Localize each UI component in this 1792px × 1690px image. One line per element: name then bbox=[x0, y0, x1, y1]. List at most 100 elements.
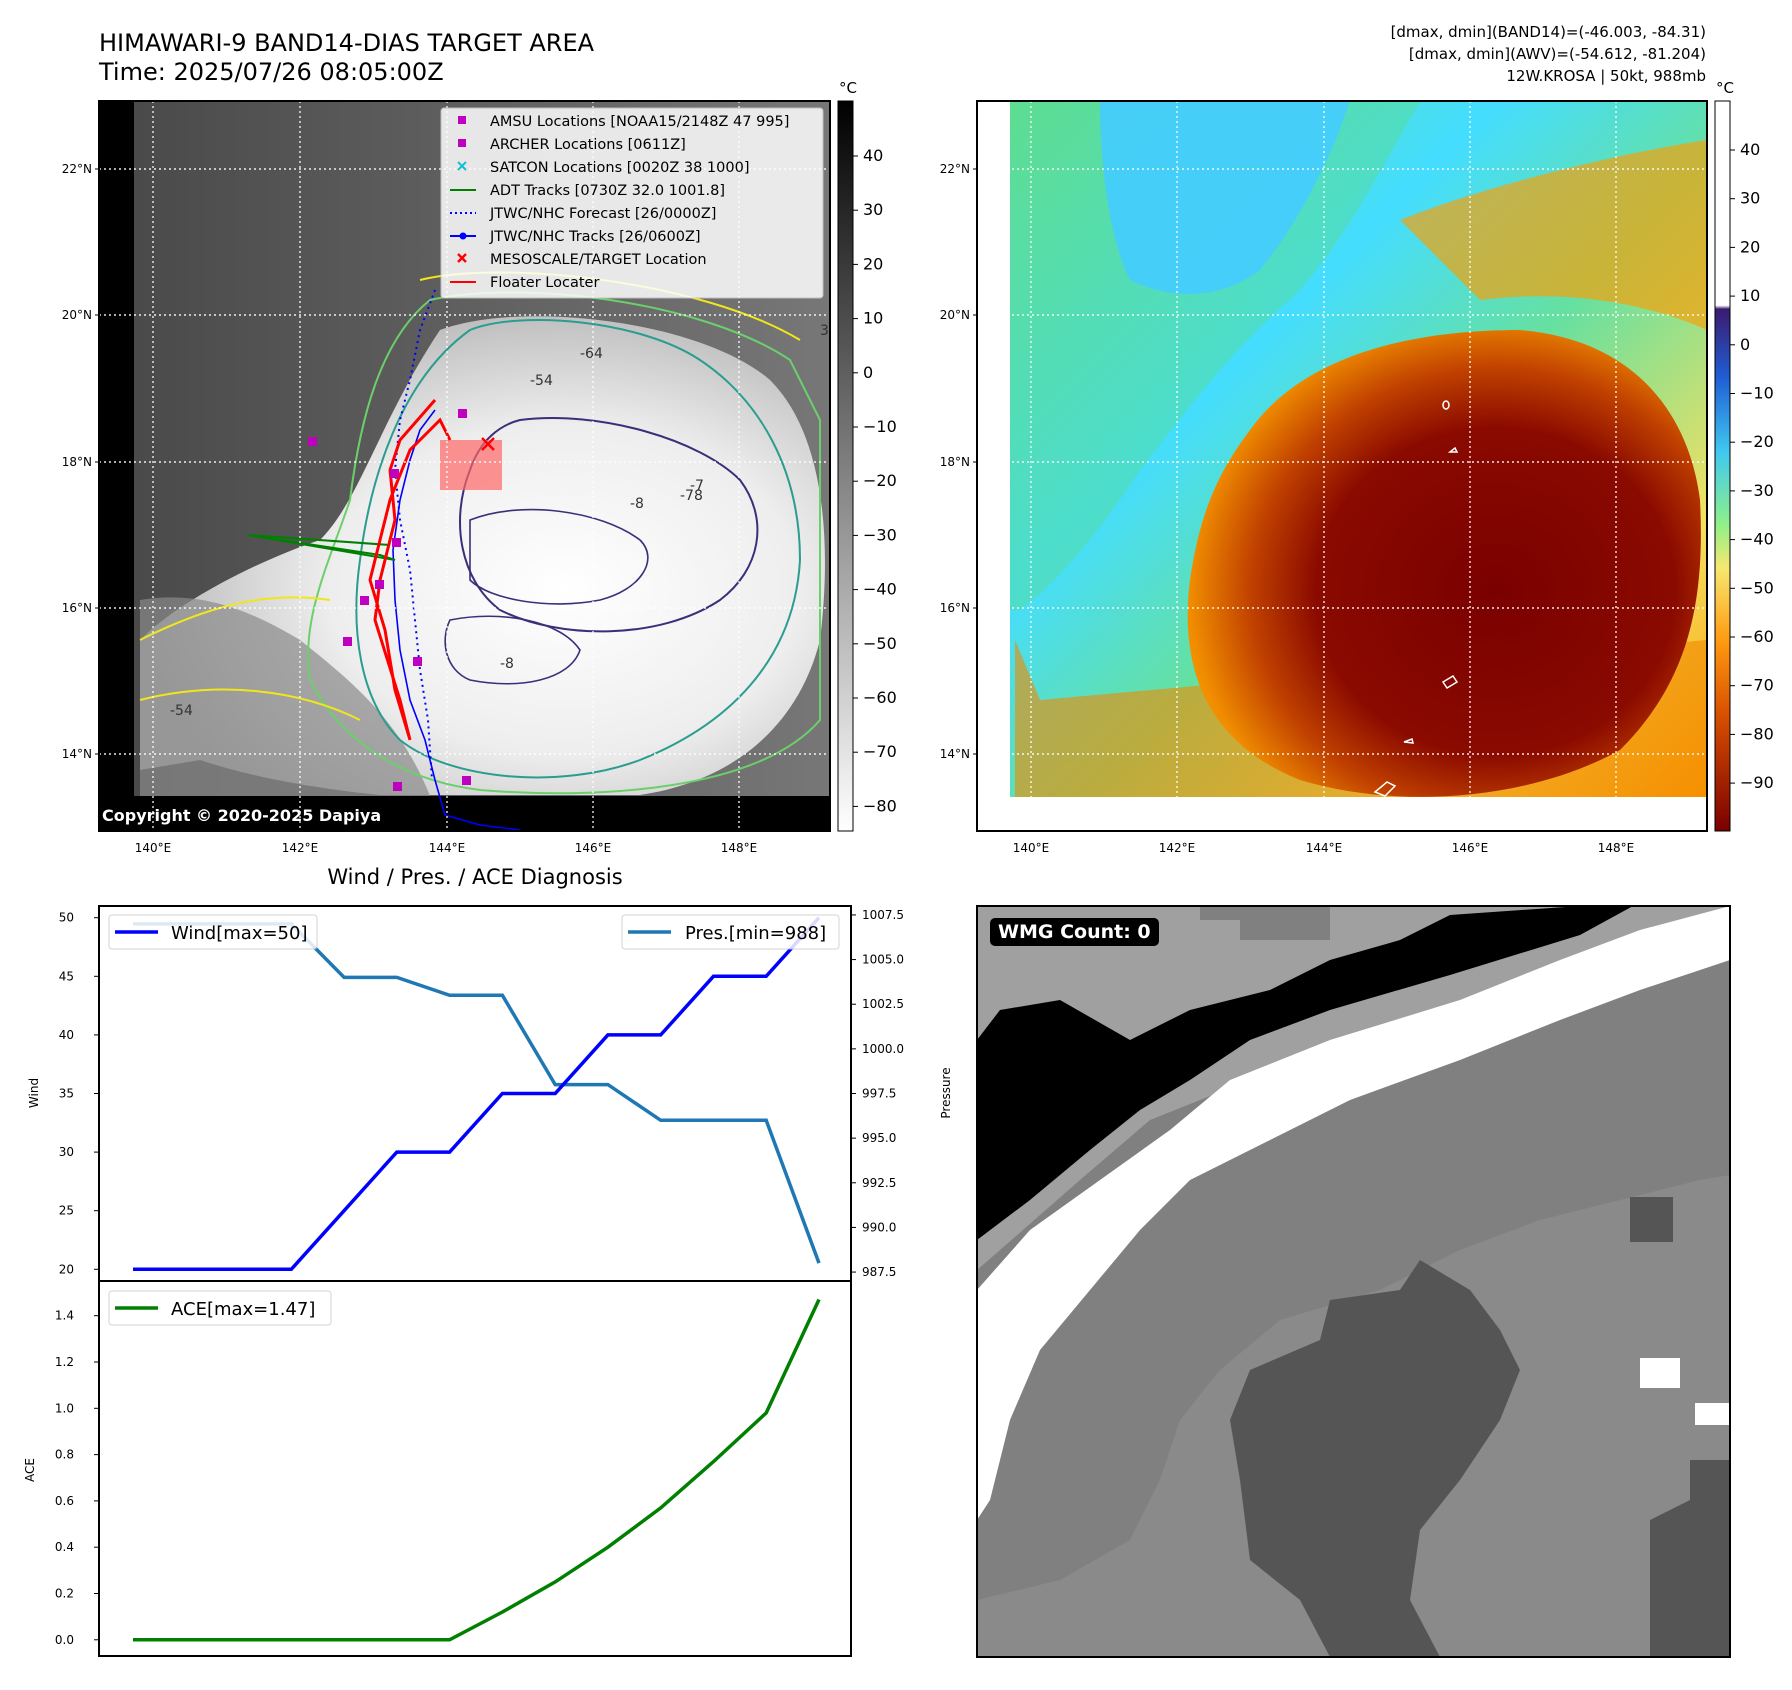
copyright-text: Copyright © 2020-2025 Dapiya bbox=[102, 806, 382, 825]
colorbar-tick-label: −30 bbox=[863, 525, 897, 544]
lat-label: 16°N bbox=[62, 601, 92, 615]
axis-tick-label: 35 bbox=[59, 1087, 74, 1101]
lat-label: 20°N bbox=[940, 308, 970, 322]
colorbar-tick-label: −70 bbox=[863, 742, 897, 761]
wind-ylabel: Wind bbox=[27, 1078, 41, 1108]
lon-label: 144°E bbox=[1306, 841, 1343, 855]
contour-label: -64 bbox=[580, 346, 603, 362]
colorbar-tick-label: −20 bbox=[1740, 432, 1774, 451]
contour-label: -54 bbox=[170, 703, 193, 719]
colorbar-tick-label: −10 bbox=[1740, 384, 1774, 403]
lat-label: 22°N bbox=[62, 162, 92, 176]
ir-lon-labels: 140°E 142°E 144°E 146°E 148°E bbox=[135, 841, 758, 855]
colorbar-tick-label: −80 bbox=[1740, 724, 1774, 743]
colorbar-tick-label: 20 bbox=[863, 254, 883, 273]
legend-marker bbox=[457, 161, 467, 171]
colorbar-unit: °C bbox=[839, 79, 857, 97]
axis-tick-label: 990.0 bbox=[862, 1220, 896, 1234]
colorbar-tick-label: 40 bbox=[1740, 140, 1760, 159]
legend-floater: Floater Locater bbox=[490, 275, 599, 291]
lat-label: 16°N bbox=[940, 601, 970, 615]
lat-label: 18°N bbox=[62, 455, 92, 469]
axis-tick-label: 1.4 bbox=[55, 1309, 74, 1323]
ir-legend: AMSU Locations [NOAA15/2148Z 47 995] ARC… bbox=[440, 107, 824, 299]
lon-label: 142°E bbox=[1159, 841, 1196, 855]
axis-tick-label: 1007.5 bbox=[862, 908, 904, 922]
axis-tick-label: 1000.0 bbox=[862, 1042, 904, 1056]
axis-tick-label: 995.0 bbox=[862, 1131, 896, 1145]
colorbar-tick-label: −40 bbox=[1740, 530, 1774, 549]
lat-label: 14°N bbox=[940, 747, 970, 761]
axis-tick-label: 0.2 bbox=[55, 1587, 74, 1601]
wind-pressure-axes: 50 45 40 35 30 25 20 1007.5 1005.0 1002.5 1000.0 9… bbox=[27, 905, 953, 1282]
axis-tick-label: 992.5 bbox=[862, 1176, 896, 1190]
wmg-panel bbox=[976, 905, 1731, 1658]
ace-axes: 1.4 1.2 1.0 0.8 0.6 0.4 0.2 0.0 ACE ACE[max=1.4… bbox=[23, 1280, 852, 1657]
axis-tick-label: 20 bbox=[59, 1262, 74, 1276]
colorbar-tick-label: −40 bbox=[863, 580, 897, 599]
colorbar-tick-label: −50 bbox=[863, 634, 897, 653]
axis-tick-label: 0.8 bbox=[55, 1448, 74, 1462]
legend-jtwc-forecast: JTWC/NHC Forecast [26/0000Z] bbox=[489, 206, 716, 222]
axis-tick-label: 25 bbox=[59, 1204, 74, 1218]
legend-marker bbox=[458, 139, 466, 147]
colorbar-tick-label: −70 bbox=[1740, 676, 1774, 695]
legend-amsu: AMSU Locations [NOAA15/2148Z 47 995] bbox=[490, 114, 789, 130]
awv-colorbar: °C 40 30 20 10 0 −10 −20 −30 −40 −50 −60 −70 −80 −90 bbox=[1714, 79, 1774, 832]
colorbar-tick-label: 30 bbox=[863, 200, 883, 219]
colorbar-tick-label: −20 bbox=[863, 471, 897, 490]
lon-label: 146°E bbox=[575, 841, 612, 855]
legend-adt: ADT Tracks [0730Z 32.0 1001.8] bbox=[490, 183, 725, 199]
lon-label: 142°E bbox=[282, 841, 319, 855]
colorbar-tick-label: 0 bbox=[863, 363, 873, 382]
colorbar-tick-label: 10 bbox=[863, 309, 883, 328]
contour-label: -7 bbox=[690, 478, 704, 494]
lon-label: 148°E bbox=[1598, 841, 1635, 855]
axis-tick-label: 1.2 bbox=[55, 1355, 74, 1369]
diag-title: Wind / Pres. / ACE Diagnosis bbox=[327, 865, 622, 889]
axis-tick-label: 30 bbox=[59, 1145, 74, 1159]
legend-ace: ACE[max=1.47] bbox=[171, 1299, 315, 1320]
contour-label: -8 bbox=[630, 496, 644, 512]
colorbar-tick-label: −30 bbox=[1740, 481, 1774, 500]
colorbar-tick-label: −90 bbox=[1740, 773, 1774, 792]
legend-marker bbox=[459, 232, 467, 240]
colorbar-tick-label: −60 bbox=[863, 688, 897, 707]
axis-tick-label: 45 bbox=[59, 969, 74, 983]
stats-awv: [dmax, dmin](AWV)=(-54.612, -81.204) bbox=[1409, 45, 1706, 63]
ir-colorbar: °C 40 30 20 10 0 −10 −20 −30 −40 −50 −60 −70 −80 bbox=[837, 79, 897, 832]
lon-label: 140°E bbox=[135, 841, 172, 855]
colorbar-tick-label: 0 bbox=[1740, 335, 1750, 354]
colorbar-tick-label: −50 bbox=[1740, 578, 1774, 597]
wind-series-line bbox=[133, 916, 821, 1272]
colorbar-tick-label: 30 bbox=[1740, 189, 1760, 208]
lat-label: 20°N bbox=[62, 308, 92, 322]
legend-marker bbox=[458, 116, 466, 124]
ace-legend: ACE[max=1.47] bbox=[108, 1290, 332, 1326]
axis-tick-label: 50 bbox=[59, 911, 74, 925]
axis-tick-label: 1005.0 bbox=[862, 953, 904, 967]
axis-tick-label: 1.0 bbox=[55, 1401, 74, 1415]
legend-satcon: SATCON Locations [0020Z 38 1000] bbox=[490, 160, 749, 176]
awv-map-panel bbox=[977, 101, 1707, 831]
colorbar-tick-label: −80 bbox=[863, 796, 897, 815]
ir-lat-labels: 22°N 20°N 18°N 16°N 14°N bbox=[62, 162, 92, 761]
pressure-legend: Pres.[min=988] bbox=[621, 914, 840, 950]
lon-label: 146°E bbox=[1452, 841, 1489, 855]
wmg-count-badge: WMG Count: 0 bbox=[990, 918, 1159, 946]
axis-tick-label: 0.6 bbox=[55, 1494, 74, 1508]
awv-lat-labels: 22°N 20°N 18°N 16°N 14°N bbox=[940, 162, 970, 761]
figure-time: Time: 2025/07/26 08:05:00Z bbox=[98, 58, 444, 86]
legend-wind: Wind[max=50] bbox=[171, 923, 308, 944]
axis-tick-label: 997.5 bbox=[862, 1087, 896, 1101]
contour-label: -78 bbox=[680, 488, 703, 504]
legend-archer: ARCHER Locations [0611Z] bbox=[490, 137, 686, 153]
colorbar-unit: °C bbox=[1716, 79, 1734, 97]
contour-label: -54 bbox=[530, 373, 553, 389]
pressure-ylabel: Pressure bbox=[939, 1067, 953, 1118]
awv-lon-labels: 140°E 142°E 144°E 146°E 148°E bbox=[1013, 841, 1635, 855]
ace-series-line bbox=[133, 1298, 821, 1642]
figure-title: HIMAWARI-9 BAND14-DIAS TARGET AREA bbox=[99, 29, 595, 57]
legend-marker bbox=[457, 253, 467, 263]
